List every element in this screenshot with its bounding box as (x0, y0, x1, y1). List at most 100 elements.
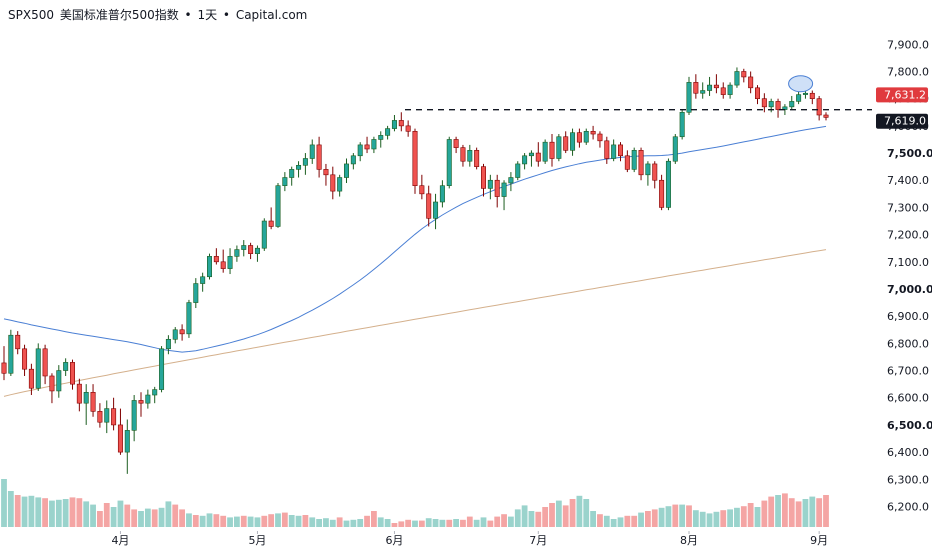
volume-bar (425, 518, 432, 527)
candle-body (645, 163, 651, 176)
candle (816, 95, 822, 121)
candle (371, 136, 377, 154)
candle (70, 359, 76, 390)
candle-body (720, 87, 726, 95)
candle-body (419, 185, 425, 195)
symbol-label[interactable]: SPX500 (8, 8, 54, 22)
candle-body (542, 141, 548, 162)
candle (282, 172, 288, 192)
volume-bar (775, 495, 781, 527)
candle (337, 174, 343, 197)
candle (131, 395, 137, 442)
candle-body (220, 261, 226, 269)
candle-body (83, 392, 89, 404)
candle-body (63, 362, 69, 371)
candle (97, 403, 103, 428)
candle (350, 153, 356, 170)
candle (590, 125, 596, 140)
candle-body (8, 334, 14, 374)
candle-body (111, 408, 117, 426)
candle (364, 136, 370, 154)
time-axis[interactable]: 4月 5月 6月 7月 8月 9月 (111, 531, 828, 547)
candle-body (90, 392, 96, 412)
candle-body (207, 256, 213, 278)
candle-body (556, 136, 562, 159)
candle (617, 142, 623, 162)
volume-bar (309, 517, 316, 527)
volume-bar (295, 515, 302, 527)
candle-body (42, 348, 48, 377)
candle-body (152, 389, 158, 396)
candle-body (549, 141, 555, 159)
volume-bar (1, 479, 7, 527)
volume-bar (514, 509, 521, 527)
candle (638, 147, 644, 181)
time-tick-label: 4月 (111, 534, 129, 547)
candle (433, 193, 439, 230)
candle-body (597, 133, 603, 142)
candle-body (248, 245, 254, 254)
price-tick-label: 7,100.0 (887, 256, 929, 269)
candle (323, 163, 329, 186)
candle-body (796, 94, 802, 102)
candle-body (768, 101, 774, 108)
candle (707, 76, 713, 96)
price-tick-label: 6,900.0 (887, 310, 929, 323)
volume-bar (555, 500, 562, 527)
instrument-name: 美国标准普尔500指数 (59, 8, 179, 22)
candle (659, 174, 665, 211)
volume-bar (364, 515, 370, 527)
volume-bar (768, 496, 775, 527)
price-tick-label: 6,600.0 (887, 392, 929, 405)
candle-body (439, 185, 445, 203)
candle-body (296, 164, 302, 170)
candle (385, 125, 391, 140)
volume-bar (247, 516, 254, 527)
volume-bar (28, 495, 35, 527)
time-tick-label: 8月 (680, 534, 698, 547)
volume-bar (788, 498, 795, 527)
candle (83, 384, 89, 425)
interval-label[interactable]: 1天 (197, 8, 218, 22)
candle (556, 134, 562, 162)
candle-body (775, 101, 781, 110)
last-price-bg (876, 87, 928, 103)
candle-body (583, 131, 589, 143)
candle-body (590, 131, 596, 135)
candle-body (528, 152, 534, 157)
volume-bar (802, 499, 809, 527)
volume-bar (699, 511, 706, 527)
candle-body (727, 84, 733, 95)
candle (104, 400, 110, 434)
candle-body (364, 144, 370, 150)
candle-body (686, 82, 692, 113)
candle (124, 419, 130, 474)
level-price-tag: 7,619.0 (876, 113, 928, 129)
candle (412, 128, 418, 194)
volume-bar (144, 508, 151, 527)
volume-bar (261, 515, 268, 527)
candle-body (213, 256, 219, 263)
candle (220, 249, 226, 273)
candle (494, 174, 500, 208)
volume-bar (747, 503, 754, 527)
volume-bar (439, 519, 446, 527)
candle-body (343, 163, 349, 178)
volume-bar (535, 511, 542, 527)
price-tick-label: 7,500.0 (887, 147, 932, 160)
candle-body (22, 348, 28, 370)
candle (672, 134, 678, 164)
price-axis[interactable]: 7,900.07,800.07,700.07,600.07,500.07,400… (887, 38, 932, 513)
volume-bar (97, 511, 103, 527)
volume-bar (638, 512, 644, 527)
volume-bar (617, 517, 624, 527)
candle-body (741, 71, 747, 78)
volume-bar (487, 520, 494, 527)
candle (378, 131, 384, 148)
volume-bar (7, 491, 14, 527)
candle-body (124, 430, 130, 453)
volume-bar (391, 523, 398, 527)
volume-bar (234, 516, 240, 527)
volume-bar (62, 499, 69, 527)
